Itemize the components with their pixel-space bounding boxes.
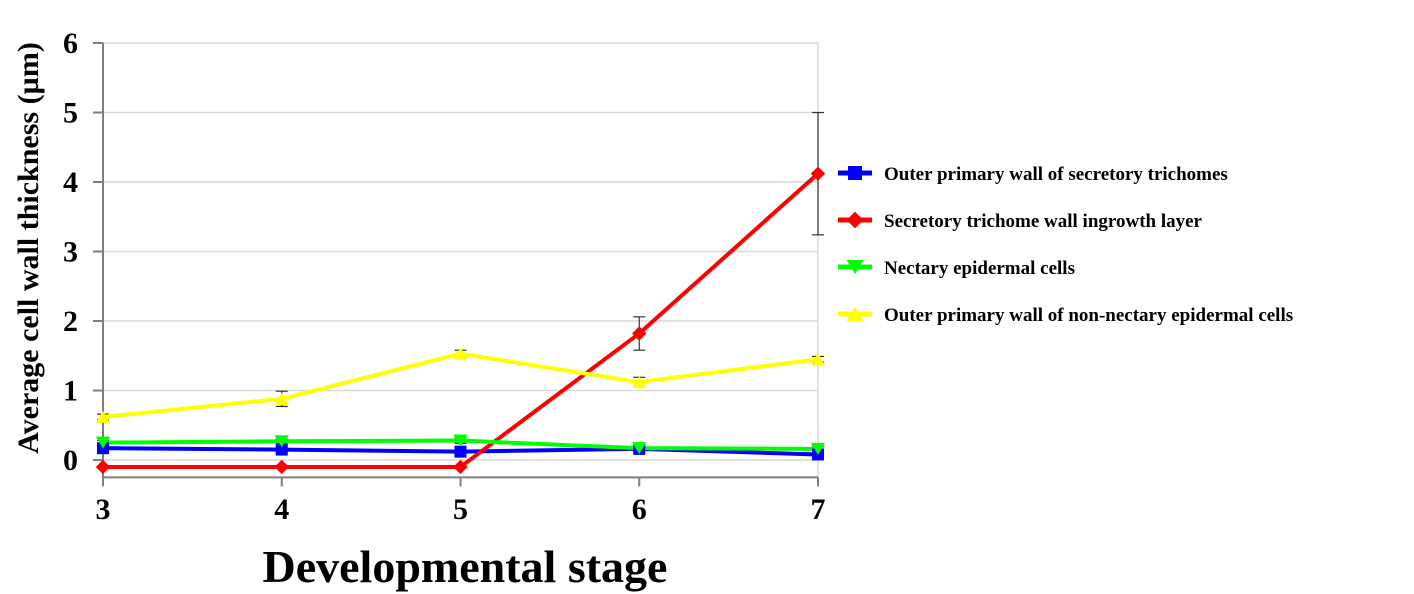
y-tick-label: 6 xyxy=(63,27,78,60)
legend-label: Nectary epidermal cells xyxy=(884,258,1075,279)
axes xyxy=(93,43,818,486)
legend-marker xyxy=(847,212,864,229)
data-point xyxy=(455,446,467,458)
x-tick-label: 7 xyxy=(811,493,826,526)
x-tick-labels: 3 4 5 6 7 xyxy=(96,493,826,526)
x-tick-label: 6 xyxy=(632,493,647,526)
legend-marker xyxy=(848,166,862,180)
legend: Outer primary wall of secretory trichome… xyxy=(838,164,1293,326)
y-tick-label: 0 xyxy=(63,444,78,477)
y-tick-label: 1 xyxy=(63,375,78,408)
gridlines xyxy=(103,43,818,477)
data-point xyxy=(275,460,289,474)
series-line xyxy=(103,354,818,417)
y-tick-label: 4 xyxy=(63,166,78,199)
legend-label: Secretory trichome wall ingrowth layer xyxy=(884,211,1203,232)
x-tick-label: 5 xyxy=(453,493,468,526)
legend-label: Outer primary wall of secretory trichome… xyxy=(884,164,1228,185)
legend-label: Outer primary wall of non-nectary epider… xyxy=(884,305,1293,326)
x-axis-title: Developmental stage xyxy=(263,541,668,592)
data-point xyxy=(96,460,110,474)
y-axis-title: Average cell wall thickness (µm) xyxy=(12,42,45,454)
x-tick-label: 4 xyxy=(274,493,289,526)
y-tick-label: 5 xyxy=(63,97,78,130)
error-bars xyxy=(97,113,824,456)
y-tick-label: 2 xyxy=(63,305,78,338)
y-tick-label: 3 xyxy=(63,236,78,269)
y-tick-labels: 0 1 2 3 4 5 6 xyxy=(63,27,78,477)
x-tick-label: 3 xyxy=(96,493,111,526)
